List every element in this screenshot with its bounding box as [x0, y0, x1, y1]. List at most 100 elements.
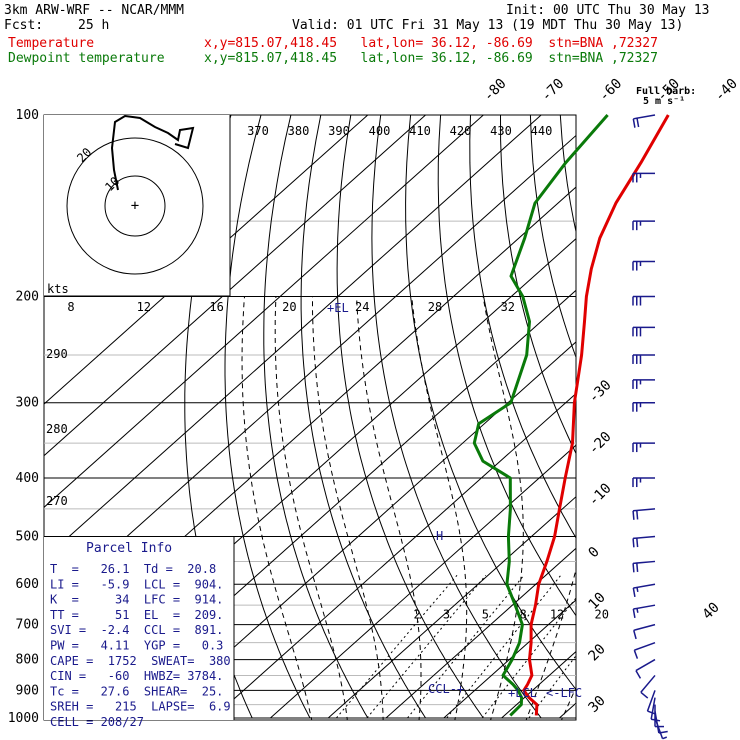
wind-barb-flag — [632, 587, 636, 598]
wind-barb — [632, 326, 655, 337]
wind-barb — [632, 295, 655, 306]
wind-barb — [632, 354, 655, 364]
lfc-marker-label: <-LFC — [546, 686, 582, 700]
init-time: Init: 00 UTC Thu 30 May 13 — [506, 3, 710, 18]
barb-legend-title: Full barb: — [636, 86, 696, 97]
temperature-line — [522, 114, 670, 716]
wind-barb-staff — [646, 690, 656, 712]
wind-barb-flag — [632, 510, 635, 520]
mixing-ratio-5 — [407, 574, 525, 719]
wind-barb-flag — [633, 630, 637, 640]
isotherm-40 — [617, 115, 740, 718]
isotherm-50 — [675, 115, 740, 718]
isotherm-label--80: -80 — [480, 76, 509, 105]
wind-barb-flag — [647, 710, 657, 715]
dewpoint-legend: Dewpoint temperature — [8, 51, 165, 66]
isotherm--110 — [44, 115, 426, 457]
valid-time: Valid: 01 UTC Fri 31 May 13 (19 MDT Thu … — [292, 18, 684, 33]
mixing-ratio-lines — [336, 574, 576, 719]
moist-adiabat-8 — [356, 296, 422, 720]
isotherm-label--20: -20 — [586, 429, 615, 458]
parcel-info-row: CIN = -60 HWBZ= 3784. — [50, 669, 223, 683]
wind-barb — [646, 690, 657, 715]
dry-adiabat-380 — [620, 115, 740, 718]
pressure-label-800: 800 — [16, 653, 39, 668]
dewpoint-line — [472, 114, 609, 717]
dry-adiabat-330 — [469, 115, 576, 539]
moist-adiabat-32 — [560, 686, 576, 720]
wind-barb — [632, 260, 655, 271]
mixing-ratio-label-20: 20 — [595, 608, 609, 622]
isotherm--120 — [44, 115, 369, 405]
isotherm-label--30: -30 — [586, 377, 615, 406]
wind-barb — [632, 535, 656, 548]
side-theta-label-290: 290 — [46, 347, 68, 361]
speed-label-20: 20 — [282, 300, 296, 314]
theta-label-420: 420 — [450, 124, 472, 138]
dry-adiabat-320 — [437, 115, 576, 617]
isotherm-10 — [443, 599, 576, 719]
wind-barb — [632, 442, 655, 453]
wind-barb — [632, 220, 655, 231]
mixing-ratio-label-3: 3 — [443, 608, 450, 622]
wind-barb-staff — [633, 623, 656, 632]
isotherm--80 — [44, 134, 576, 612]
dry-adiabat-370 — [590, 115, 740, 718]
dry-adiabat-300 — [371, 115, 542, 719]
wind-barb-flag — [636, 510, 639, 520]
hodograph-speed-scale: 8 12 16 20 24 28 32 — [67, 300, 515, 314]
wind-barb-flag — [658, 730, 668, 734]
mixing-ratio-label-5: 5 — [482, 608, 489, 622]
isotherm-30 — [559, 702, 576, 719]
isotherm--90 — [44, 115, 542, 560]
dry-adiabat-350 — [529, 115, 576, 359]
wind-barb-flag — [636, 118, 640, 128]
model-title: 3km ARW-WRF -- NCAR/MMM — [4, 3, 185, 18]
isotherm-label--10: -10 — [586, 480, 615, 509]
parcel-info-row: PW = 4.11 YGP = 0.3 — [50, 639, 223, 653]
wind-barb — [632, 114, 656, 128]
wind-barb-flag — [632, 563, 635, 573]
theta-label-390: 390 — [328, 124, 350, 138]
moist-adiabat--10 — [241, 296, 313, 720]
pressure-label-900: 900 — [16, 683, 39, 698]
parcel-info-row: CAPE = 1752 SWEAT= 380 — [50, 654, 231, 668]
dry-adiabat-390 — [650, 115, 740, 718]
parcel-info-title: Parcel Info — [86, 541, 172, 556]
wind-barb — [632, 560, 656, 573]
mixing-ratio-2 — [336, 574, 458, 719]
wind-barb-flag — [633, 649, 639, 659]
mixing-ratio-label-8: 8 — [519, 608, 526, 622]
wind-barb — [632, 379, 655, 389]
kts-label: kts — [47, 282, 69, 296]
theta-label-400: 400 — [369, 124, 391, 138]
dry-adiabat-280 — [300, 115, 427, 719]
forecast-hours: 25 h — [78, 18, 110, 33]
wind-barb-flag — [632, 608, 636, 619]
wind-barb-staff — [633, 508, 656, 512]
theta-label-440: 440 — [531, 124, 553, 138]
wind-barb — [633, 623, 656, 640]
wind-barb-flag — [640, 691, 649, 699]
speed-label-16: 16 — [209, 300, 223, 314]
speed-label-12: 12 — [137, 300, 151, 314]
mixing-ratio-3 — [366, 574, 487, 719]
isotherm--30 — [212, 392, 576, 719]
pressure-label-500: 500 — [16, 529, 39, 544]
wind-barb-flag — [636, 608, 639, 613]
dry-adiabat-270 — [263, 115, 369, 719]
wind-barb — [632, 583, 656, 598]
wind-barb-staff — [635, 658, 656, 672]
mixing-ratio-label-12: 12 — [550, 608, 564, 622]
pressure-label-100: 100 — [16, 108, 39, 123]
pressure-label-600: 600 — [16, 577, 39, 592]
hodograph-center-icon: + — [131, 198, 139, 214]
parcel-info-panel: Parcel Info T = 26.1 Td = 20.8LI = -5.9 … — [44, 537, 235, 729]
moist-adiabat-20 — [482, 296, 524, 720]
side-theta-label-280: 280 — [46, 422, 68, 436]
moist-adiabat-2 — [312, 296, 384, 720]
mid-level-marker: H — [436, 529, 443, 543]
wind-barb — [632, 172, 655, 183]
hodograph-ring-outer — [66, 137, 204, 275]
